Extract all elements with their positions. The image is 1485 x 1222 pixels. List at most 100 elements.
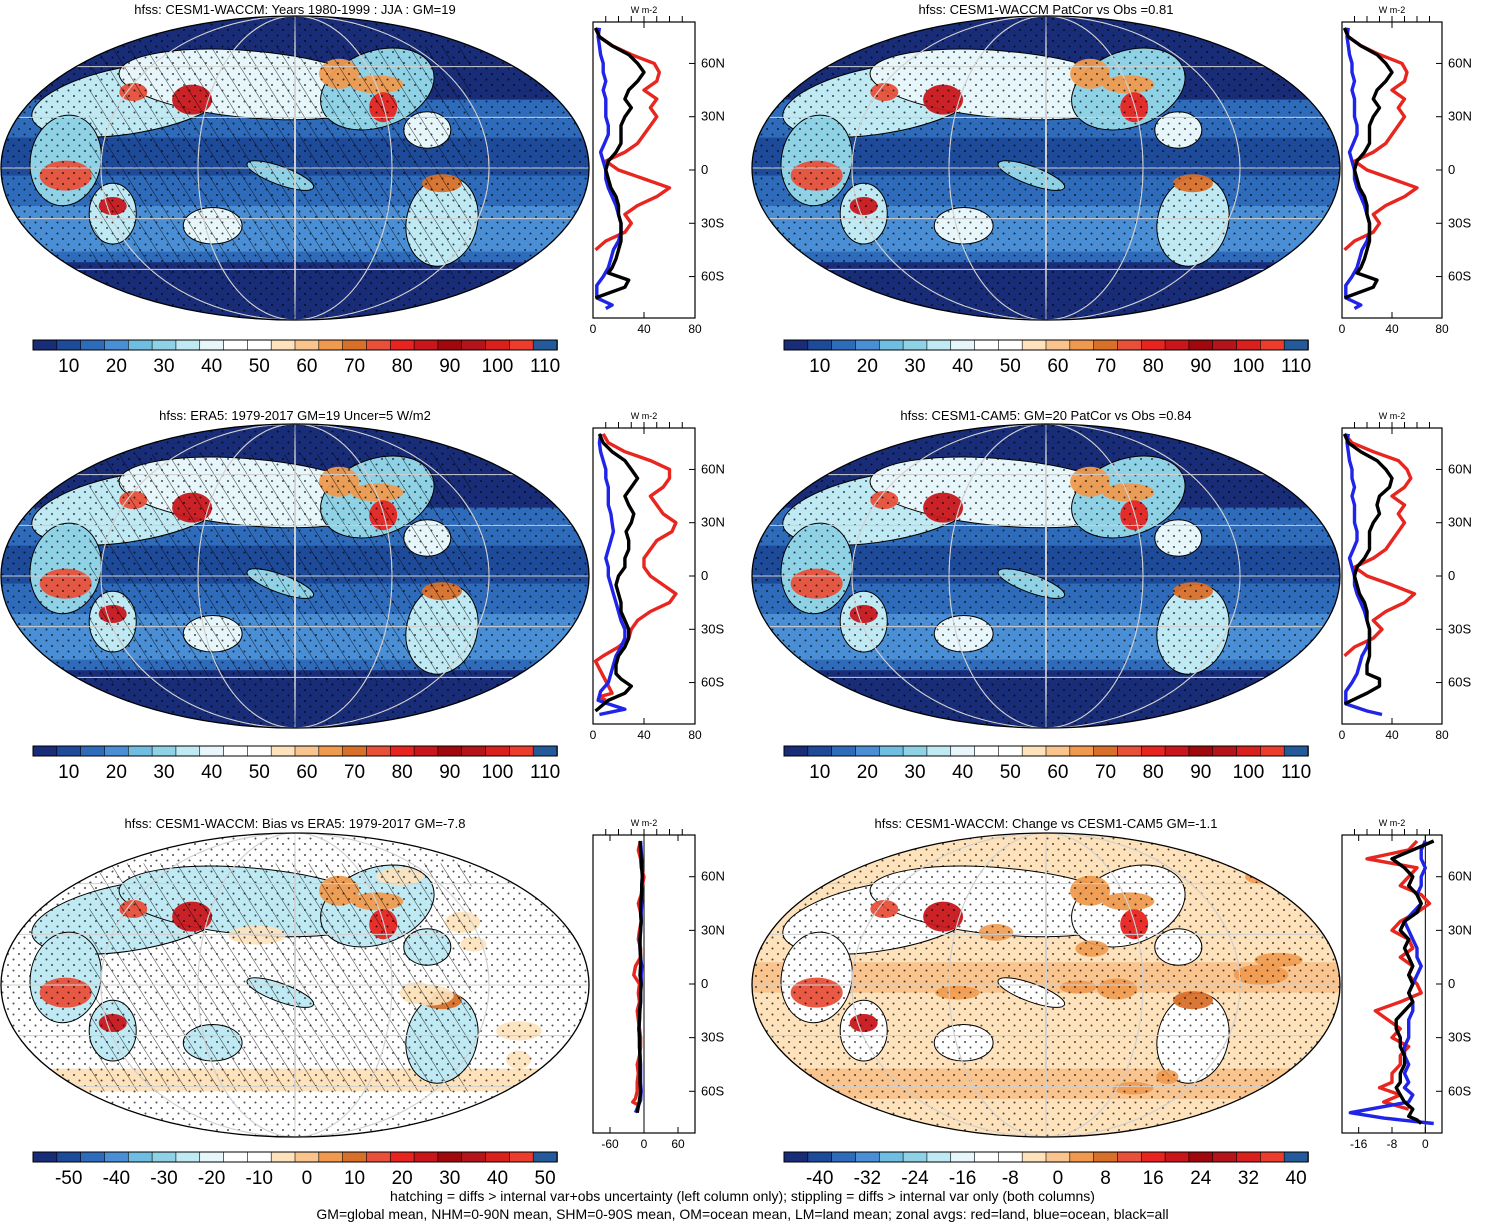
unit-label: W m-2 (631, 411, 658, 421)
colorbar-swatch (485, 745, 511, 757)
unit-label: W m-2 (1379, 411, 1406, 421)
colorbar-label: 90 (1190, 762, 1211, 783)
colorbar-label: 20 (392, 1168, 413, 1189)
colorbar-label: -20 (198, 1168, 225, 1189)
colorbar-label: 10 (58, 356, 79, 377)
colorbar-swatch (926, 1151, 952, 1163)
colorbar-swatch (318, 1151, 344, 1163)
colorbar-swatch (247, 339, 272, 351)
colorbar-swatch (902, 1151, 928, 1163)
colorbar-swatch (127, 339, 153, 351)
colorbar-swatch (270, 745, 296, 757)
colorbar-label: 32 (1238, 1168, 1259, 1189)
zonal-line-land (1365, 839, 1432, 1111)
colorbar-swatch (151, 1151, 177, 1163)
colorbar-label: 40 (487, 1168, 508, 1189)
colorbar-swatch (1283, 1151, 1309, 1163)
colorbar-label: 40 (1286, 1168, 1307, 1189)
colorbar-label: 50 (1000, 762, 1021, 783)
lat-label: 0 (1448, 162, 1455, 177)
map-title: hfss: CESM1-WACCM PatCor vs Obs =0.81 (919, 2, 1174, 17)
colorbar-swatch (831, 745, 857, 757)
zonal-line-land (593, 433, 678, 702)
map-outline (0, 423, 590, 729)
colorbar-label: 80 (1143, 356, 1164, 377)
colorbar-swatch (461, 339, 487, 351)
zonal-panel-1: 60N 30N 0 30S 60S 0 40 80 W m-2 (590, 5, 725, 336)
colorbar-label: -16 (949, 1168, 976, 1189)
zonal-line-all (635, 840, 644, 1114)
colorbar-label: 70 (344, 762, 365, 783)
colorbar-swatch (199, 1151, 225, 1163)
colorbar-swatch (998, 745, 1023, 757)
zonal-line-all (593, 27, 646, 300)
lat-label: 60S (1448, 269, 1471, 284)
colorbar-label: -40 (806, 1168, 833, 1189)
colorbar-label: 90 (1190, 356, 1211, 377)
colorbar-swatch (998, 1151, 1023, 1163)
graticule-lon (100, 833, 490, 1137)
lat-label: 30S (1448, 621, 1471, 636)
colorbar-swatch (1069, 1151, 1095, 1163)
colorbar-swatch (855, 745, 881, 757)
lat-label: 0 (1448, 568, 1455, 583)
colorbar-label: 60 (296, 356, 317, 377)
colorbar-2: 10 20 30 40 50 60 70 80 90 100 110 (783, 339, 1311, 377)
colorbar-swatch (1260, 339, 1285, 351)
colorbar-label: -50 (55, 1168, 82, 1189)
colorbar-label: 10 (344, 1168, 365, 1189)
colorbar-swatch (902, 339, 928, 351)
colorbar-label: 30 (439, 1168, 460, 1189)
lat-label: 60N (701, 55, 725, 70)
colorbar-swatch (532, 745, 558, 757)
colorbar-swatch (509, 745, 534, 757)
zonal-line-all (594, 433, 640, 713)
map-panel-4: hfss: CESM1-CAM5: GM=20 PatCor vs Obs =0… (751, 408, 1341, 729)
lat-label: 0 (701, 976, 708, 991)
colorbar-swatch (1236, 745, 1262, 757)
colorbar-swatch (366, 745, 392, 757)
colorbar-swatch (783, 1151, 809, 1163)
colorbar-label: 24 (1190, 1168, 1212, 1189)
colorbar-swatch (878, 745, 904, 757)
colorbar-swatch (855, 339, 881, 351)
colorbar-label: 30 (153, 762, 174, 783)
colorbar-swatch (974, 745, 1000, 757)
unit-label: W m-2 (631, 5, 658, 15)
colorbar-swatch (855, 1151, 881, 1163)
colorbar-5: -50 -40 -30 -20 -10 0 10 20 30 40 50 (32, 1151, 558, 1189)
map-title: hfss: CESM1-CAM5: GM=20 PatCor vs Obs =0… (900, 408, 1191, 423)
colorbar-swatch (461, 745, 487, 757)
colorbar-swatch (389, 339, 415, 351)
graticule-lon (948, 833, 1144, 1137)
colorbar-swatch (223, 1151, 249, 1163)
colorbar-frame (783, 745, 1309, 757)
x-tick-label: 40 (1385, 728, 1399, 742)
colorbar-swatch (80, 1151, 106, 1163)
colorbar-label: 80 (392, 762, 413, 783)
colorbar-swatch (56, 1151, 82, 1163)
colorbar-swatch (509, 1151, 534, 1163)
lat-label: 30N (1448, 515, 1472, 530)
graticule-lon (294, 424, 296, 728)
colorbar-swatch (509, 339, 534, 351)
map-panel-2: hfss: CESM1-WACCM PatCor vs Obs =0.81 (751, 2, 1341, 321)
colorbar-swatch (223, 745, 249, 757)
lat-label: 60S (1448, 675, 1471, 690)
colorbar-label: 50 (249, 356, 270, 377)
lat-label: 60N (701, 461, 725, 476)
colorbar-swatch (366, 339, 392, 351)
colorbar-label: 16 (1143, 1168, 1164, 1189)
colorbar-swatch (1093, 1151, 1119, 1163)
colorbar-label: -8 (1002, 1168, 1019, 1189)
colorbar-label: 40 (201, 762, 222, 783)
colorbar-label: 80 (1143, 762, 1164, 783)
colorbar-label: 110 (1281, 762, 1311, 783)
colorbar-label: 110 (530, 356, 560, 377)
map-panel-5: hfss: CESM1-WACCM: Bias vs ERA5: 1979-20… (0, 816, 590, 1138)
x-tick-label: 0 (590, 728, 597, 742)
graticule-lon (1045, 424, 1047, 728)
lat-label: 60S (701, 675, 724, 690)
x-tick-label: -60 (601, 1137, 619, 1151)
footer-line-2: GM=global mean, NHM=0-90N mean, SHM=0-90… (316, 1206, 1169, 1222)
